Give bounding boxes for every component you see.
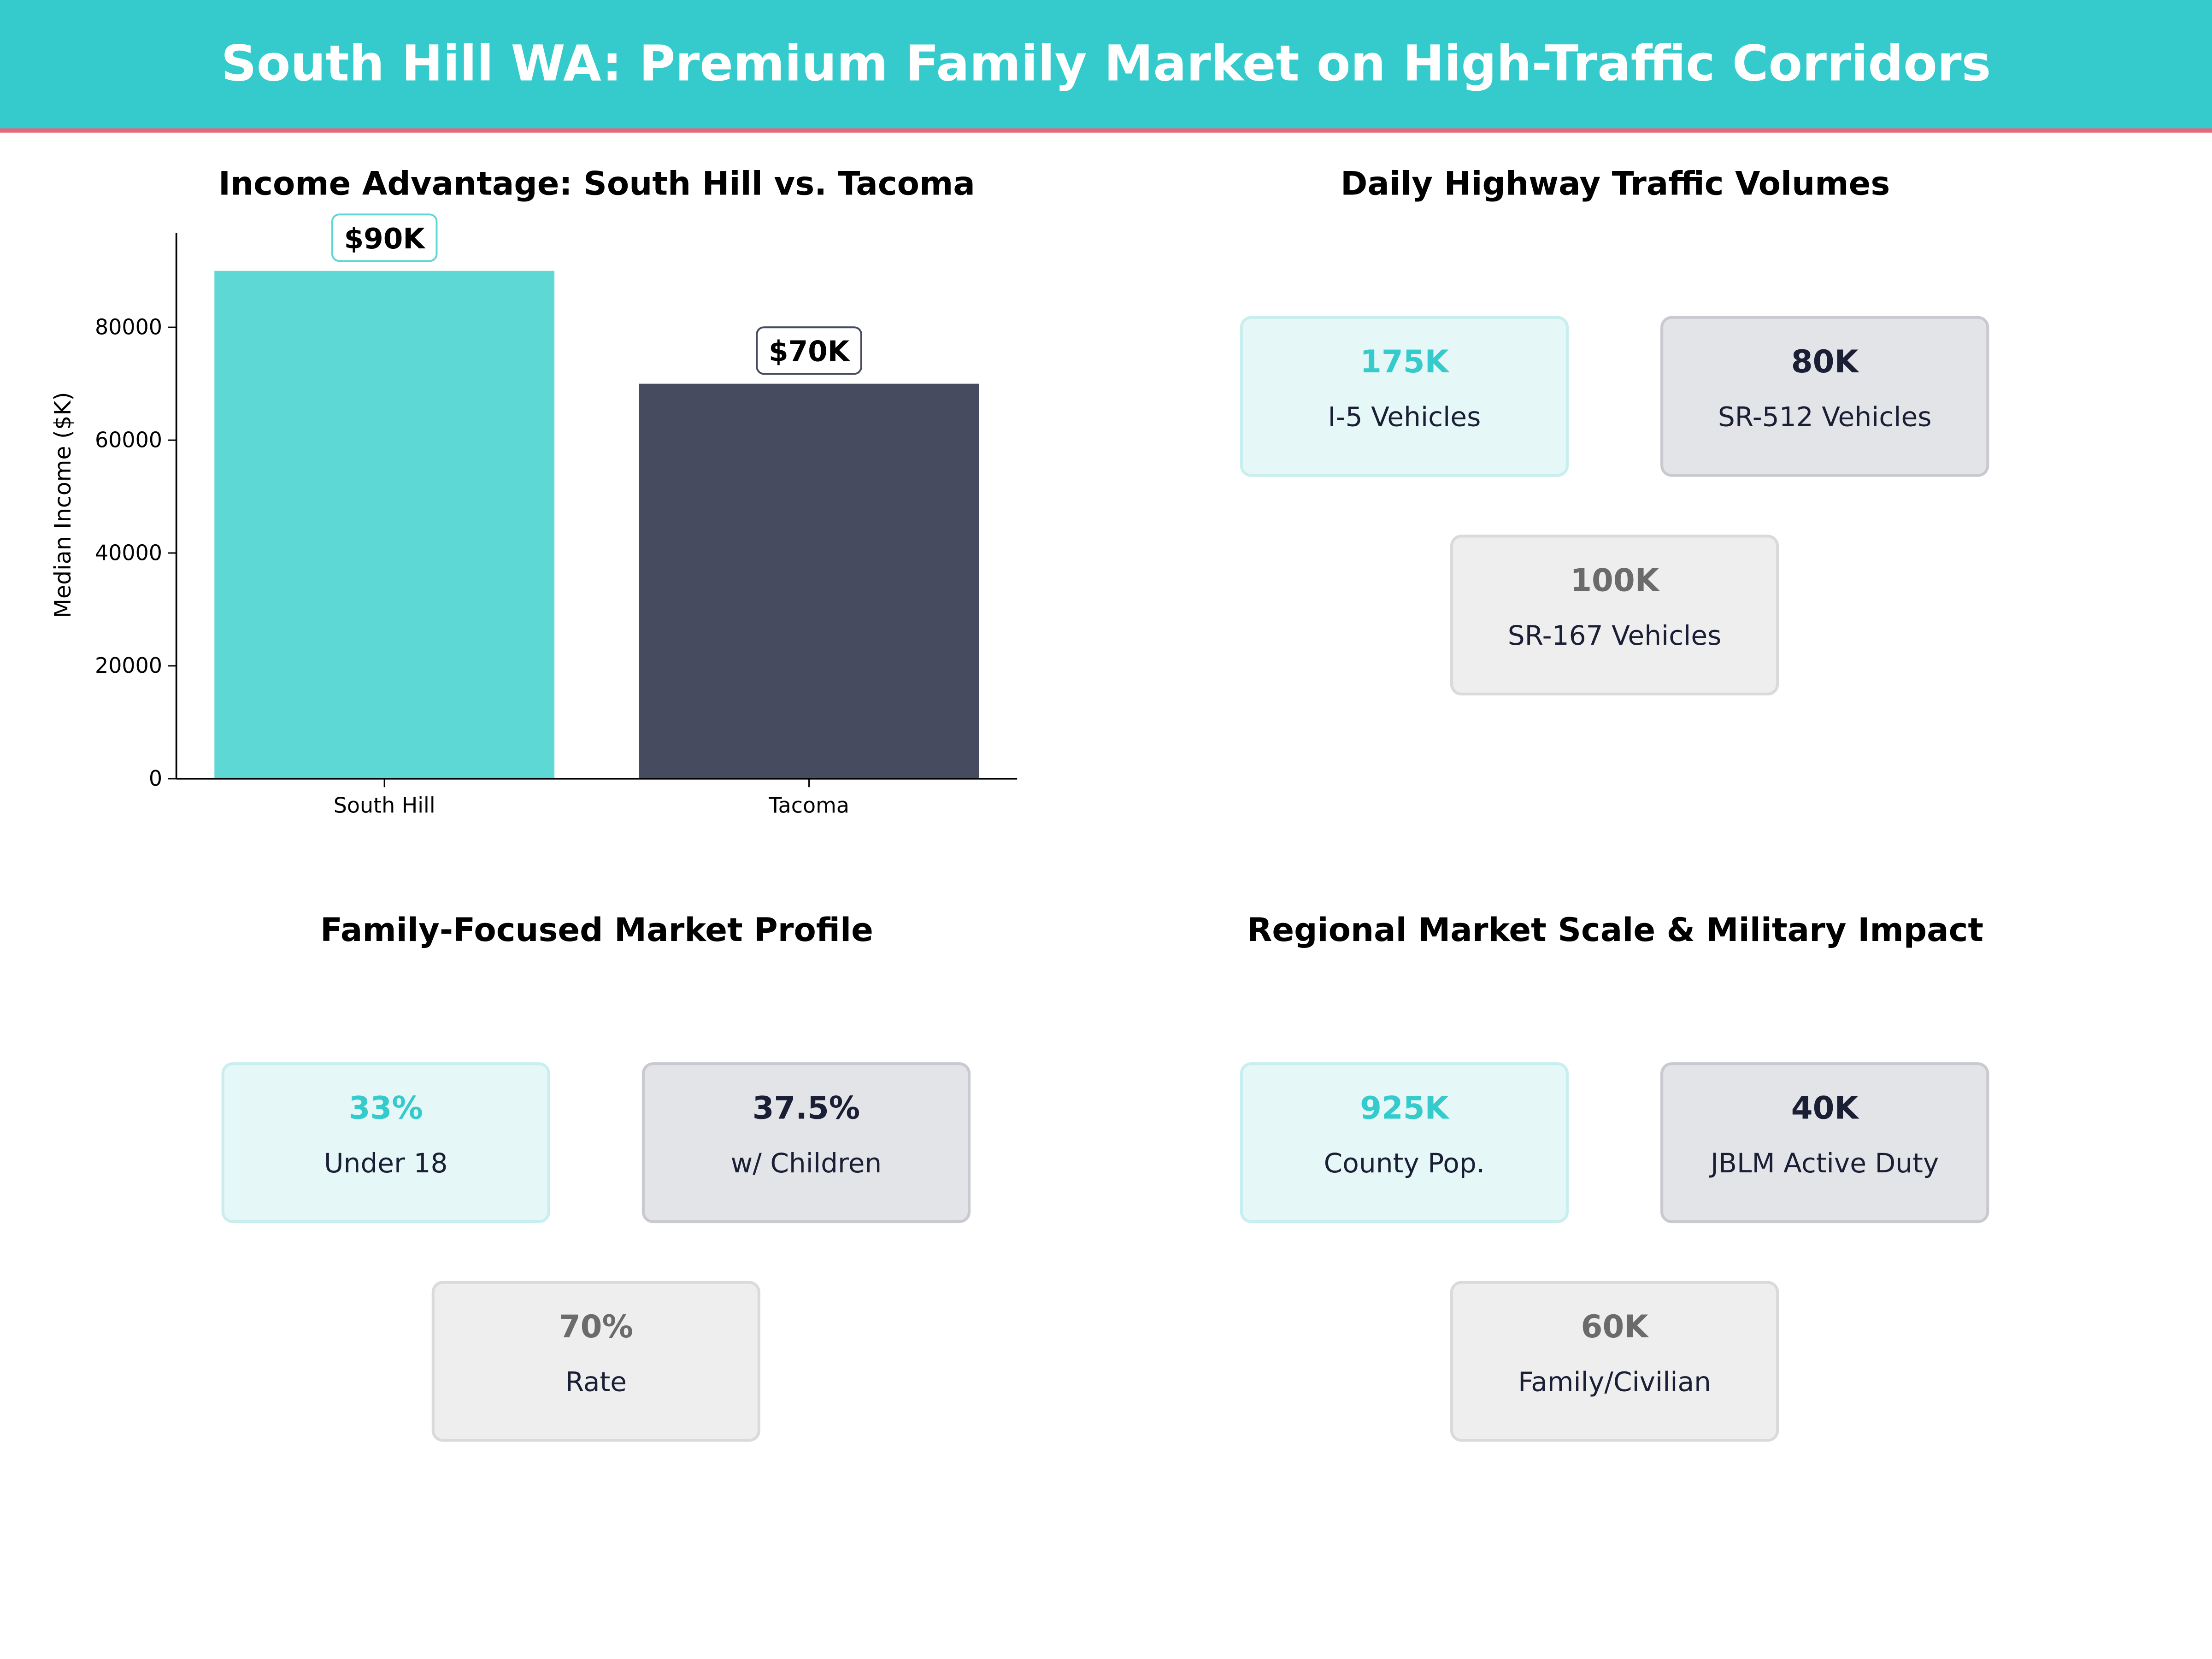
stat-label: I-5 Vehicles — [1328, 401, 1481, 432]
stat-label: JBLM Active Duty — [1709, 1147, 1939, 1179]
chart-title: Income Advantage: South Hill vs. Tacoma — [218, 165, 975, 202]
stat-value: 175K — [1360, 343, 1450, 380]
data-label: $70K — [769, 335, 851, 368]
stat-label: w/ Children — [731, 1147, 882, 1179]
stat-card: 80K SR-512 Vehicles — [1660, 316, 1989, 477]
stat-card-bg — [1660, 1062, 1989, 1224]
stat-card-bg — [1450, 1281, 1779, 1442]
stat-value: 60K — [1581, 1308, 1650, 1345]
stat-value: 70% — [559, 1308, 633, 1345]
stat-value: 33% — [349, 1090, 423, 1126]
stat-card: 40K JBLM Active Duty — [1660, 1062, 1989, 1224]
panel-title: Regional Market Scale & Military Impact — [1247, 911, 1983, 949]
y-tick-label: 0 — [149, 766, 162, 791]
stat-card-bg — [1240, 1062, 1569, 1224]
page-title: South Hill WA: Premium Family Market on … — [221, 35, 1991, 92]
stat-value: 40K — [1791, 1090, 1860, 1126]
stat-card: 175K I-5 Vehicles — [1240, 316, 1569, 477]
y-tick-label: 60000 — [95, 427, 162, 452]
panel-title: Family-Focused Market Profile — [320, 911, 873, 949]
panel-0: Daily Highway Traffic Volumes 175K I-5 Veh… — [1240, 165, 1989, 696]
stat-value: 925K — [1360, 1090, 1450, 1126]
panel-2: Regional Market Scale & Military Impact 9… — [1240, 911, 1989, 1442]
stat-card: 70% Rate — [431, 1281, 760, 1442]
data-label: $90K — [344, 223, 426, 255]
stat-card: 37.5% w/ Children — [641, 1062, 971, 1224]
stat-card: 100K SR-167 Vehicles — [1450, 535, 1779, 696]
stat-value: 100K — [1570, 562, 1660, 599]
stat-card: 60K Family/Civilian — [1450, 1281, 1779, 1442]
header-bar — [0, 0, 2212, 130]
stat-label: Rate — [565, 1366, 627, 1397]
stat-card-bg — [641, 1062, 971, 1224]
y-tick-label: 40000 — [95, 540, 162, 565]
stat-card-bg — [1450, 535, 1779, 696]
stat-label: Under 18 — [324, 1147, 448, 1179]
y-tick-label: 80000 — [95, 315, 162, 340]
y-axis-label: Median Income ($K) — [50, 392, 76, 618]
header-accent-line — [0, 128, 2212, 133]
stat-card: 33% Under 18 — [221, 1062, 550, 1224]
panel-title: Daily Highway Traffic Volumes — [1341, 165, 1890, 202]
stat-label: Family/Civilian — [1518, 1366, 1711, 1397]
bar-south-hill — [214, 271, 555, 779]
data-label-box — [756, 326, 862, 375]
stat-card-bg — [1240, 316, 1569, 477]
x-tick-label: Tacoma — [768, 793, 849, 818]
stat-card: 925K County Pop. — [1240, 1062, 1569, 1224]
stat-label: SR-512 Vehicles — [1718, 401, 1932, 432]
stat-card-bg — [1660, 316, 1989, 477]
stat-label: County Pop. — [1324, 1147, 1485, 1179]
x-tick-label: South Hill — [334, 793, 435, 818]
stat-value: 37.5% — [753, 1090, 860, 1126]
bar-tacoma — [639, 383, 979, 779]
panel-1: Family-Focused Market Profile 33% Under 18… — [221, 911, 971, 1442]
stat-card-bg — [431, 1281, 760, 1442]
stat-label: SR-167 Vehicles — [1508, 620, 1722, 651]
data-label-box — [331, 213, 438, 262]
y-tick-label: 20000 — [95, 653, 162, 678]
income-bar-chart: Income Advantage: South Hill vs. Tacoma … — [50, 165, 1018, 818]
stat-card-bg — [221, 1062, 550, 1224]
stat-value: 80K — [1791, 343, 1860, 380]
